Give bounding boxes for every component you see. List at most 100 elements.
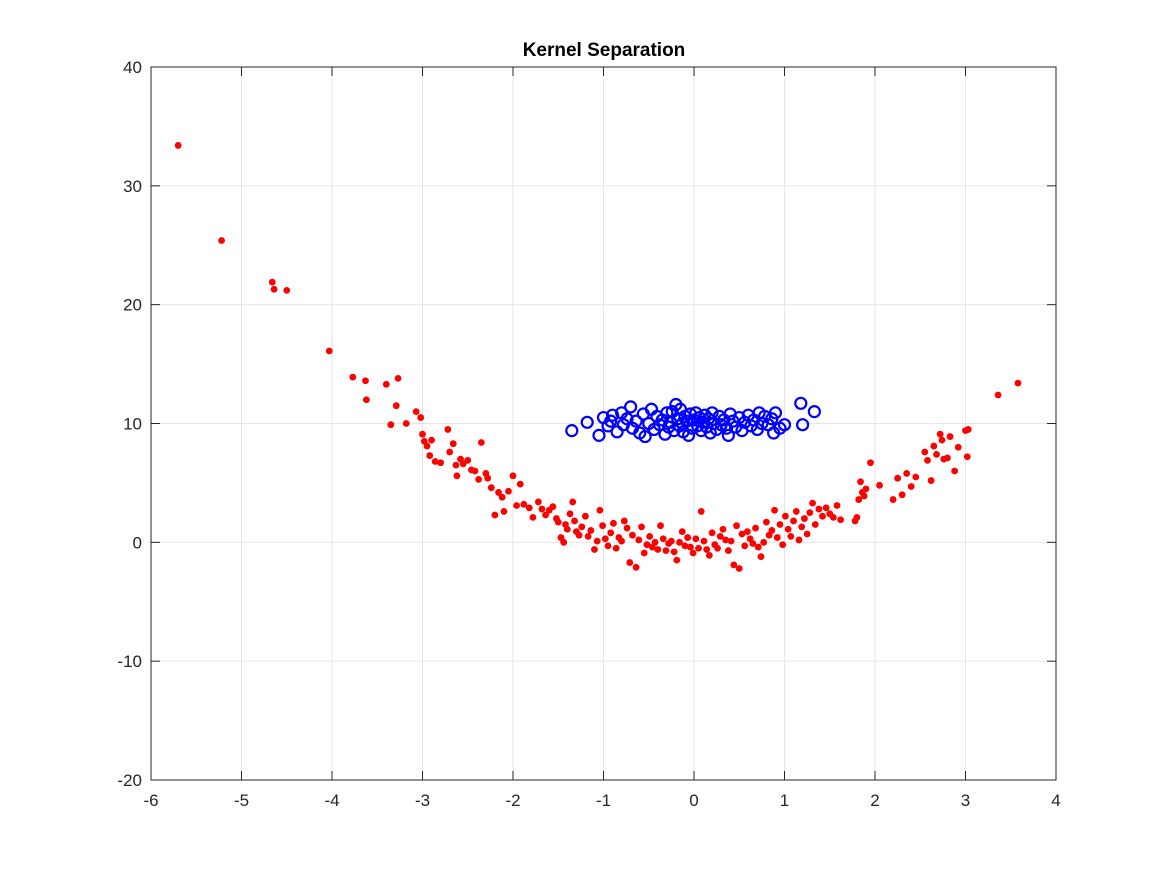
data-point-class1 [790, 517, 797, 525]
data-point-class1 [924, 456, 931, 464]
data-point-class1 [477, 439, 485, 446]
data-point-class1 [620, 517, 628, 525]
data-point-class1 [654, 546, 662, 553]
data-point-class1 [722, 536, 730, 544]
data-point-class1 [741, 542, 749, 550]
data-point-class1 [646, 532, 654, 540]
data-point-class1 [806, 509, 814, 517]
x-tick-label: 4 [1051, 791, 1060, 810]
data-point-class1 [362, 396, 370, 404]
data-point-class1 [936, 430, 944, 438]
x-tick-label: -1 [596, 791, 611, 810]
data-point-class1 [676, 538, 683, 546]
data-point-class1 [697, 508, 705, 515]
data-point-class1 [860, 492, 868, 500]
data-point-class1 [921, 448, 929, 456]
data-point-class1 [994, 391, 1002, 399]
series-1 [174, 142, 1022, 572]
data-point-class1 [607, 529, 615, 537]
x-tick-label: -4 [324, 791, 339, 810]
data-point-class1 [475, 475, 483, 483]
data-point-class1 [703, 546, 711, 553]
data-point-class1 [578, 523, 586, 531]
data-point-class1 [903, 470, 911, 477]
data-point-class2 [638, 429, 652, 444]
data-point-class1 [771, 506, 778, 514]
x-tick-label: 1 [780, 791, 789, 810]
data-point-class2 [565, 424, 579, 438]
data-point-class1 [174, 142, 182, 149]
data-point-class1 [505, 487, 512, 495]
x-tick-label: 3 [961, 791, 970, 810]
y-tick-label: 10 [123, 415, 142, 434]
data-point-class2 [721, 428, 735, 442]
data-point-class1 [270, 285, 278, 293]
data-point-class1 [1014, 379, 1022, 387]
data-point-class1 [964, 426, 972, 433]
data-point-class1 [822, 504, 830, 512]
data-point-class1 [763, 518, 770, 526]
data-point-class1 [453, 472, 461, 480]
data-point-class1 [629, 531, 636, 539]
data-point-class2 [624, 400, 638, 414]
data-point-class1 [898, 491, 906, 499]
data-point-class1 [927, 477, 935, 484]
data-point-class1 [776, 521, 784, 528]
data-point-class1 [513, 502, 521, 509]
data-point-class1 [362, 377, 369, 385]
data-point-class1 [618, 537, 625, 545]
data-point-class1 [938, 436, 946, 444]
data-point-class1 [657, 522, 664, 530]
data-point-class1 [417, 414, 425, 421]
data-point-class1 [560, 538, 568, 546]
data-point-class1 [452, 461, 460, 469]
data-point-class1 [268, 278, 276, 286]
data-point-class1 [951, 467, 959, 475]
data-point-class1 [584, 532, 592, 540]
data-point-class1 [446, 448, 454, 456]
data-point-class1 [500, 508, 508, 515]
data-point-class1 [419, 430, 426, 438]
data-point-class1 [954, 443, 962, 451]
data-point-class1 [643, 541, 651, 549]
data-point-class1 [593, 537, 601, 545]
data-point-class1 [471, 467, 479, 475]
x-tick-label: -6 [143, 791, 158, 810]
data-point-class1 [542, 511, 549, 519]
data-point-class2 [681, 428, 696, 442]
data-point-class1 [529, 513, 537, 521]
data-point-class1 [809, 499, 816, 507]
data-point-class1 [495, 489, 502, 496]
data-point-class1 [549, 503, 557, 511]
data-point-class1 [708, 529, 716, 537]
data-point-class1 [727, 537, 735, 545]
data-point-class1 [700, 537, 708, 545]
series-2 [565, 396, 821, 444]
data-point-class1 [325, 347, 333, 355]
data-point-class1 [735, 565, 743, 572]
y-tick-label: -20 [117, 771, 142, 790]
data-point-class1 [837, 516, 845, 524]
data-point-class2 [605, 408, 620, 422]
data-point-class1 [743, 528, 751, 536]
data-point-class1 [412, 408, 420, 416]
data-point-class1 [604, 542, 612, 550]
plot-area [174, 142, 1022, 572]
data-point-class1 [695, 544, 702, 552]
data-point-class1 [402, 420, 410, 427]
data-point-class1 [930, 442, 938, 450]
data-point-class1 [638, 523, 645, 531]
data-point-class1 [582, 512, 589, 520]
data-point-class2 [580, 415, 594, 429]
data-point-class1 [387, 421, 395, 429]
data-point-class1 [833, 502, 841, 509]
data-point-class1 [963, 453, 971, 461]
data-point-class1 [283, 287, 291, 294]
data-point-class2 [768, 406, 783, 420]
data-point-class1 [853, 513, 861, 521]
y-tick-label: -10 [117, 652, 142, 671]
x-tick-label: -2 [505, 791, 520, 810]
data-point-class1 [719, 525, 727, 533]
data-point-class1 [431, 458, 439, 465]
